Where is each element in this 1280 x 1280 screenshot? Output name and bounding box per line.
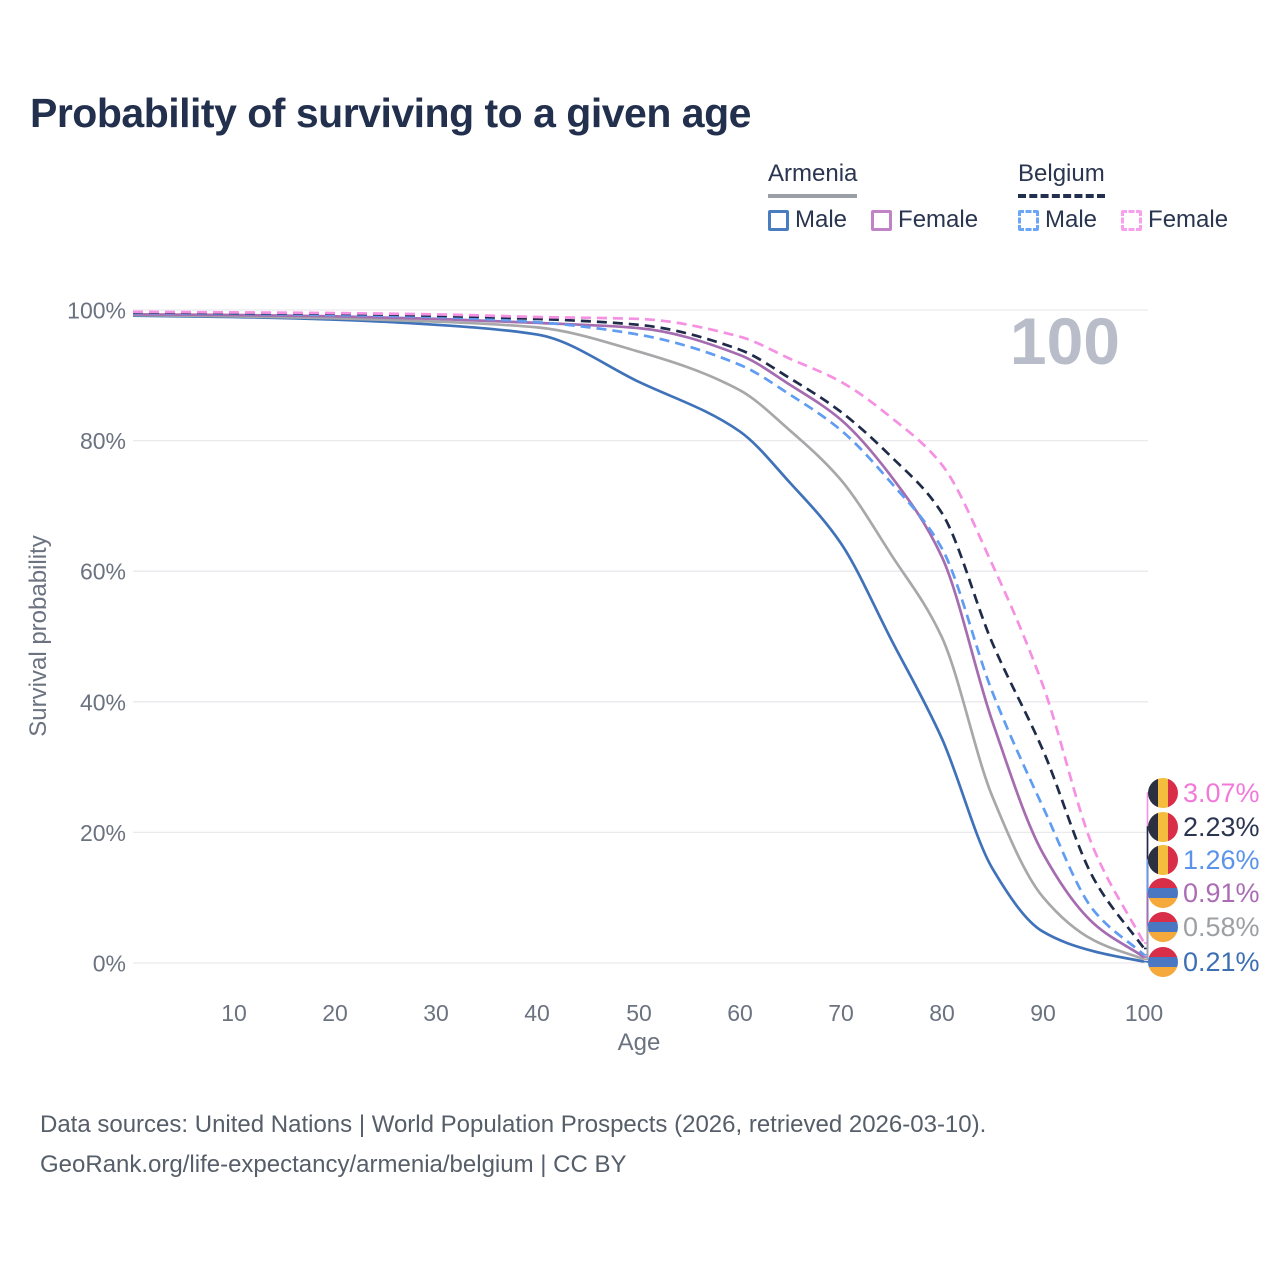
gridlines: [133, 309, 1148, 964]
armenia-flag-icon: [1148, 878, 1178, 908]
y-axis-title: Survival probability: [25, 535, 52, 736]
legend-belgium-female-label: Female: [1148, 206, 1229, 233]
legend-armenia-header[interactable]: Armenia: [768, 160, 858, 198]
belgium-flag-icon: [1148, 778, 1178, 808]
legend-belgium-male-label: Male: [1045, 206, 1098, 233]
curve-armenia-male[interactable]: [132, 314, 1145, 963]
armenia-male-swatch-icon: [768, 209, 789, 231]
belgium-flag-icon: [1148, 845, 1178, 875]
belgium-female-swatch-icon: [1121, 209, 1143, 231]
ytick-20: 20%: [80, 820, 126, 846]
xtick-70: 70: [828, 1000, 854, 1026]
ytick-100: 100%: [67, 298, 126, 324]
legend-armenia-male-label: Male: [795, 206, 848, 233]
legend-item-belgium-female[interactable]: Female: [1121, 206, 1228, 234]
ytick-80: 80%: [80, 428, 126, 454]
xtick-100: 100: [1125, 1000, 1163, 1026]
end-label-value: 2.23%: [1183, 811, 1260, 842]
end-label-value: 0.91%: [1183, 877, 1260, 908]
legend-group-belgium: Belgium Male Female: [1018, 160, 1228, 234]
curve-belgium[interactable]: [132, 311, 1146, 950]
xtick-30: 30: [423, 1000, 449, 1026]
legend-belgium-label: Belgium: [1018, 160, 1105, 187]
curve-belgium-female[interactable]: [132, 310, 1146, 944]
hovered-age-watermark: 100: [1010, 304, 1120, 378]
curve-armenia-female[interactable]: [132, 313, 1145, 959]
legend-armenia-label: Armenia: [768, 160, 858, 187]
end-label-value: 1.26%: [1183, 844, 1260, 875]
end-label-belgium-male[interactable]: 1.26%: [1148, 843, 1260, 877]
end-label-value: 0.58%: [1183, 911, 1260, 942]
ytick-60: 60%: [80, 559, 126, 585]
xtick-40: 40: [524, 1000, 550, 1026]
end-label-value: 0.21%: [1183, 946, 1260, 977]
xtick-50: 50: [626, 1000, 652, 1026]
end-label-armenia-female[interactable]: 0.91%: [1148, 876, 1260, 910]
legend-item-armenia-female[interactable]: Female: [871, 206, 978, 234]
end-label-belgium-female[interactable]: 3.07%: [1148, 776, 1260, 810]
xtick-80: 80: [929, 1000, 955, 1026]
xtick-20: 20: [322, 1000, 348, 1026]
attribution-link[interactable]: GeoRank.org/life-expectancy/armenia/belg…: [40, 1151, 627, 1178]
page-title: Probability of surviving to a given age: [30, 90, 751, 136]
end-label-belgium-both[interactable]: 2.23%: [1148, 810, 1260, 844]
x-axis-tick-labels: 10 20 30 40 50 60 70 80 90 100: [221, 1000, 1163, 1026]
belgium-flag-icon: [1148, 812, 1178, 842]
survival-curves: [132, 310, 1146, 963]
data-sources-note: Data sources: United Nations | World Pop…: [40, 1111, 987, 1138]
legend-item-belgium-male[interactable]: Male: [1018, 206, 1097, 234]
legend-armenia-female-label: Female: [898, 206, 979, 233]
ytick-40: 40%: [80, 689, 126, 715]
end-label-value: 3.07%: [1183, 777, 1260, 808]
x-axis-title: Age: [618, 1029, 661, 1056]
belgium-male-swatch-icon: [1018, 209, 1039, 231]
legend-item-armenia-male[interactable]: Male: [768, 206, 847, 234]
armenia-flag-icon: [1148, 912, 1178, 942]
y-axis-tick-labels: 100% 80% 60% 40% 20% 0%: [67, 298, 126, 977]
curve-belgium-male[interactable]: [132, 311, 1145, 956]
xtick-10: 10: [221, 1000, 247, 1026]
legend-belgium-header[interactable]: Belgium: [1018, 160, 1105, 198]
end-label-armenia-male[interactable]: 0.21%: [1148, 945, 1260, 979]
ytick-0: 0%: [93, 951, 126, 977]
xtick-90: 90: [1030, 1000, 1056, 1026]
armenia-female-swatch-icon: [871, 209, 893, 231]
legend-group-armenia: Armenia Male Female: [768, 160, 978, 234]
xtick-60: 60: [727, 1000, 753, 1026]
armenia-flag-icon: [1148, 947, 1178, 977]
end-label-armenia-both[interactable]: 0.58%: [1148, 910, 1260, 944]
curve-armenia[interactable]: [132, 313, 1145, 961]
